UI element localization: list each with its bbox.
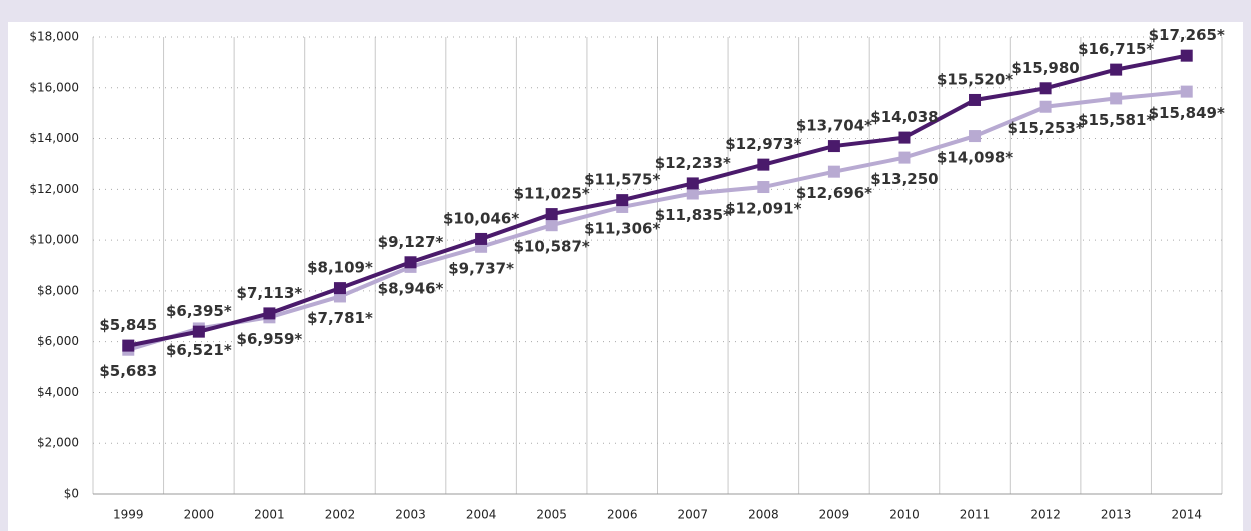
data-label: $15,520* <box>937 70 1013 88</box>
y-tick-label: $18,000 <box>29 30 79 44</box>
x-tick-label: 2010 <box>889 508 920 522</box>
data-label: $6,521* <box>166 341 232 359</box>
point-marker <box>757 158 770 171</box>
y-tick-label: $10,000 <box>29 233 79 247</box>
x-tick-label: 2008 <box>748 508 779 522</box>
data-label: $5,845 <box>99 316 157 334</box>
data-label: $16,715* <box>1078 40 1154 58</box>
data-label: $9,737* <box>448 259 514 277</box>
data-label: $10,046* <box>443 209 519 227</box>
data-label: $13,704* <box>796 117 872 135</box>
point-marker <box>1039 82 1052 95</box>
series-line <box>127 53 1188 348</box>
data-label: $15,253* <box>1008 119 1084 137</box>
data-label: $8,109* <box>307 259 373 277</box>
data-label: $6,395* <box>166 302 232 320</box>
y-tick-label: $16,000 <box>29 80 79 94</box>
y-tick-label: $2,000 <box>37 436 79 450</box>
point-marker <box>545 219 558 232</box>
data-label: $12,973* <box>725 135 801 153</box>
point-marker <box>827 165 840 178</box>
x-tick-label: 2003 <box>395 508 426 522</box>
point-marker <box>263 307 276 320</box>
point-marker <box>686 177 699 190</box>
point-marker <box>616 194 629 207</box>
x-tick-label: 2011 <box>960 508 991 522</box>
y-tick-label: $12,000 <box>29 182 79 196</box>
data-label: $7,113* <box>237 284 303 302</box>
data-label: $14,098* <box>937 149 1013 167</box>
point-marker <box>898 131 911 144</box>
x-tick-label: 2004 <box>466 508 497 522</box>
data-label: $15,980 <box>1011 59 1079 77</box>
y-tick-label: $8,000 <box>37 283 79 297</box>
x-tick-label: 2009 <box>819 508 850 522</box>
x-tick-label: 2006 <box>607 508 638 522</box>
point-marker <box>192 325 205 338</box>
x-tick-label: 2013 <box>1101 508 1132 522</box>
point-marker <box>1180 49 1193 62</box>
x-tick-label: 2001 <box>254 508 285 522</box>
data-label: $12,091* <box>725 200 801 218</box>
data-label: $7,781* <box>307 309 373 327</box>
data-label: $12,696* <box>796 184 872 202</box>
data-label: $5,683 <box>99 362 157 380</box>
data-label: $6,959* <box>237 330 303 348</box>
data-label: $11,575* <box>584 171 660 189</box>
x-tick-label: 2000 <box>184 508 215 522</box>
point-marker <box>969 93 982 106</box>
point-marker <box>1110 63 1123 76</box>
point-marker <box>757 181 770 194</box>
point-marker <box>475 232 488 245</box>
x-tick-label: 2005 <box>536 508 567 522</box>
data-label: $15,849* <box>1149 104 1225 122</box>
x-tick-label: 2007 <box>678 508 709 522</box>
data-label: $12,233* <box>655 154 731 172</box>
x-tick-label: 2002 <box>325 508 356 522</box>
point-marker <box>545 208 558 221</box>
x-tick-label: 2014 <box>1171 508 1202 522</box>
x-tick-label: 1999 <box>113 508 144 522</box>
point-marker <box>404 256 417 269</box>
point-marker <box>686 187 699 200</box>
y-tick-label: $6,000 <box>37 334 79 348</box>
x-tick-label: 2012 <box>1030 508 1061 522</box>
y-tick-label: $0 <box>64 487 79 501</box>
point-marker <box>969 130 982 143</box>
data-label: $14,038 <box>870 108 938 126</box>
plot-panel <box>8 22 1243 531</box>
y-tick-label: $4,000 <box>37 385 79 399</box>
data-label: $15,581* <box>1078 111 1154 129</box>
point-marker <box>827 140 840 153</box>
data-label: $9,127* <box>378 233 444 251</box>
point-marker <box>898 151 911 164</box>
data-label: $11,835* <box>655 206 731 224</box>
data-label: $13,250 <box>870 170 938 188</box>
data-label: $10,587* <box>514 238 590 256</box>
point-marker <box>1110 92 1123 105</box>
data-label: $11,306* <box>584 219 660 237</box>
data-label: $11,025* <box>514 185 590 203</box>
point-marker <box>1180 85 1193 98</box>
data-label: $8,946* <box>378 279 444 297</box>
point-marker <box>1039 100 1052 113</box>
y-tick-label: $14,000 <box>29 131 79 145</box>
data-label: $17,265* <box>1149 26 1225 44</box>
point-marker <box>122 339 135 352</box>
series-line <box>127 89 1187 352</box>
point-marker <box>333 282 346 295</box>
